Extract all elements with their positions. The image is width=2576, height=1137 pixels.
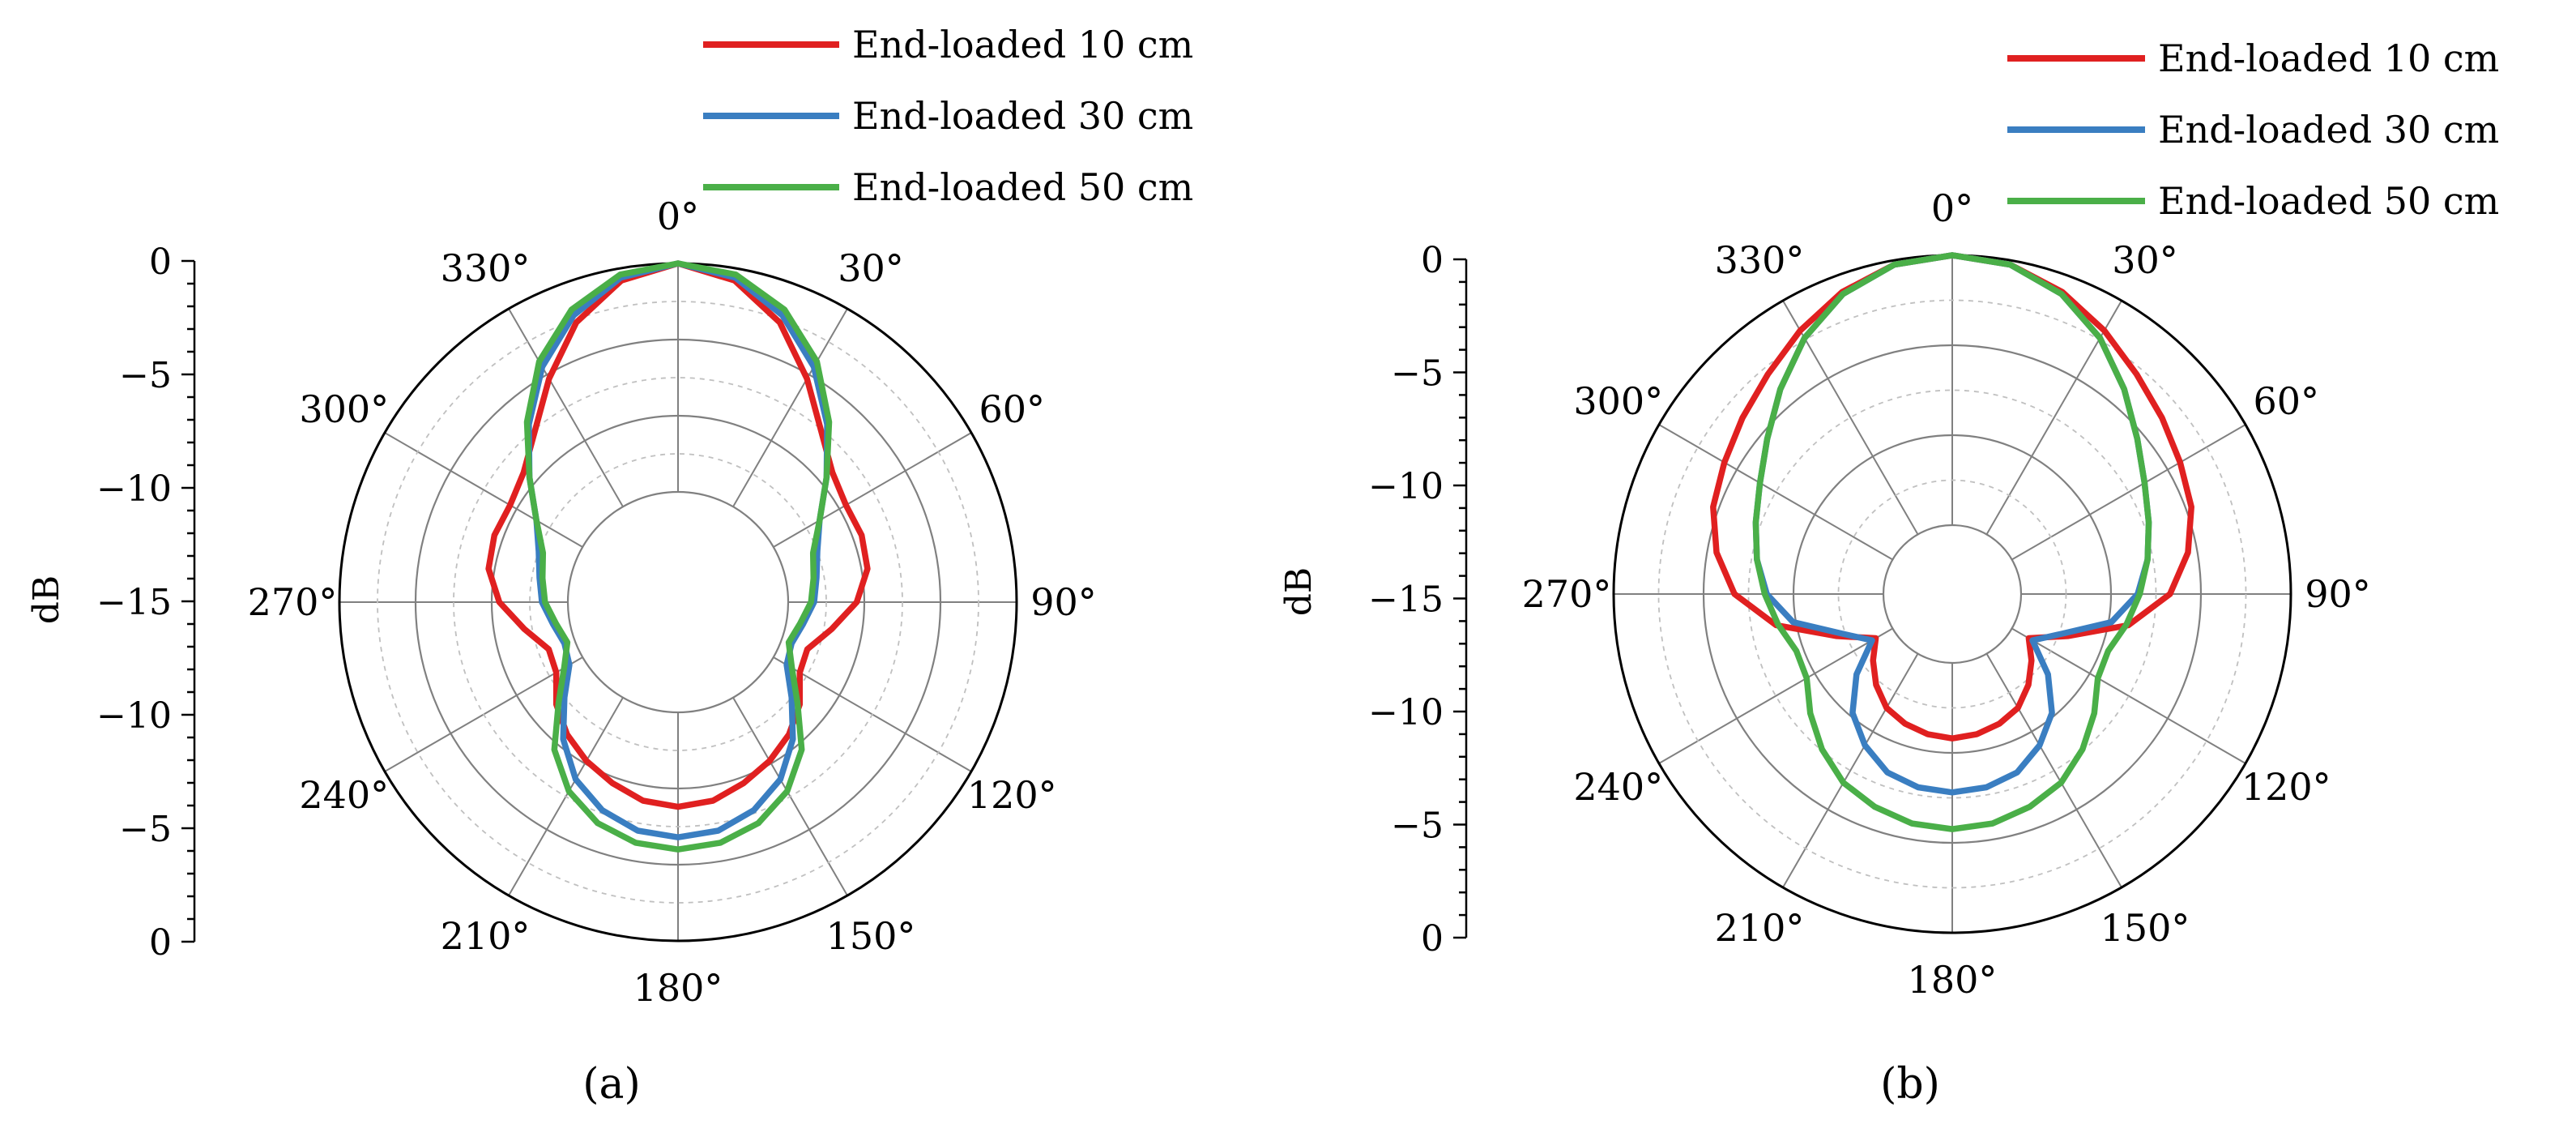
- radial-axis-b: 0 −5 −10 −15 −10 −5 0: [1368, 240, 1468, 960]
- radial-tick-label: 0: [149, 922, 172, 964]
- angle-tick-label: 30°: [838, 246, 904, 290]
- angle-tick-label: 120°: [967, 773, 1057, 817]
- grid-ring: [529, 453, 827, 751]
- angle-tick-label: 270°: [1522, 572, 1612, 616]
- angle-tick-label: 30°: [2112, 238, 2178, 282]
- polar-series-a: [485, 260, 871, 853]
- series-line: [1710, 252, 2194, 742]
- grid-ring: [377, 301, 979, 904]
- radial-tick-label: −10: [96, 468, 172, 510]
- radial-axis-label-b: dB: [1278, 567, 1320, 617]
- polar-chart-a: 0° 30° 60° 90° 120° 150° 180° 210° 240° 270° 300° 3…: [26, 23, 1193, 1109]
- angle-tick-label: 180°: [633, 966, 723, 1010]
- angle-tick-label: 240°: [1573, 765, 1663, 809]
- grid-ring: [1747, 389, 2157, 799]
- legend-label: End-loaded 30 cm: [2158, 108, 2499, 152]
- polar-grid-a: [338, 262, 1018, 943]
- radial-tick-label: 0: [1421, 240, 1444, 281]
- grid-spoke: [384, 432, 583, 548]
- angle-tick-label: 240°: [299, 773, 389, 817]
- radial-axis-a: 0 −5 −10 −15 −10 −5 0: [96, 242, 196, 964]
- series-line: [1752, 252, 2152, 832]
- grid-spoke: [773, 432, 972, 548]
- panel-label-b: (b): [1880, 1060, 1940, 1109]
- grid-ring: [1837, 479, 2067, 709]
- grid-ring: [414, 338, 942, 866]
- radial-tick-label: −10: [1368, 692, 1444, 733]
- angle-tick-label: 90°: [1030, 580, 1097, 624]
- panel-label-a: (a): [582, 1060, 641, 1109]
- radial-tick-label: −10: [1368, 466, 1444, 507]
- angle-tick-label: 150°: [2100, 906, 2190, 950]
- radial-tick-label: −10: [96, 695, 172, 737]
- angle-tick-label: 90°: [2305, 572, 2371, 616]
- angle-tick-label: 150°: [826, 914, 916, 958]
- angle-tick-label: 60°: [2253, 379, 2319, 423]
- angle-tick-label: 210°: [1715, 906, 1805, 950]
- angle-tick-label: 60°: [979, 387, 1045, 431]
- inner-ring: [1882, 524, 2023, 665]
- radial-tick-label: 0: [149, 242, 172, 283]
- grid-spoke: [1782, 653, 1919, 888]
- angle-tick-labels-b: 0° 30° 60° 90° 120° 150° 180° 210° 240° 270° 300° 3…: [1522, 186, 2371, 1002]
- radial-tick-label: −15: [1368, 579, 1444, 621]
- grid-ring: [1657, 299, 2247, 889]
- radial-axis-label-a: dB: [26, 575, 67, 625]
- legend-label: End-loaded 30 cm: [852, 94, 1193, 138]
- polar-chart-b: 0° 30° 60° 90° 120° 150° 180° 210° 240° 270° 300° 3…: [1278, 36, 2499, 1109]
- angle-tick-label: 270°: [248, 580, 338, 624]
- series-line: [523, 260, 833, 853]
- legend-label: End-loaded 10 cm: [852, 23, 1193, 66]
- angle-tick-label: 120°: [2241, 765, 2331, 809]
- legend-label: End-loaded 50 cm: [2158, 179, 2499, 223]
- inner-ring: [566, 490, 790, 714]
- grid-spoke: [1658, 627, 1893, 764]
- radial-tick-label: −5: [1391, 353, 1444, 395]
- series-line: [485, 260, 871, 810]
- angle-tick-labels-a: 0° 30° 60° 90° 120° 150° 180° 210° 240° 270° 300° 3…: [248, 194, 1097, 1010]
- angle-tick-label: 330°: [1715, 238, 1805, 282]
- angle-tick-label: 210°: [441, 914, 531, 958]
- radial-tick-label: 0: [1421, 918, 1444, 960]
- angle-tick-label: 0°: [657, 194, 699, 238]
- grid-ring: [1702, 344, 2203, 844]
- grid-spoke: [1985, 653, 2122, 888]
- legend-label: End-loaded 10 cm: [2158, 36, 2499, 80]
- grid-spoke: [732, 308, 848, 507]
- grid-ring: [490, 414, 866, 790]
- legend-b: End-loaded 10 cm End-loaded 30 cm End-load…: [2007, 36, 2499, 223]
- angle-tick-label: 330°: [441, 246, 531, 290]
- legend-a: End-loaded 10 cm End-loaded 30 cm End-load…: [703, 23, 1193, 209]
- radial-tick-label: −15: [96, 582, 172, 623]
- grid-spoke: [1658, 424, 1893, 561]
- grid-ring: [1792, 434, 2113, 754]
- polar-series-b: [1710, 252, 2194, 832]
- grid-spoke: [2011, 424, 2246, 561]
- legend-label: End-loaded 50 cm: [852, 165, 1193, 209]
- radial-tick-label: −5: [1391, 806, 1444, 847]
- angle-tick-label: 180°: [1908, 958, 1998, 1002]
- radial-tick-label: −5: [119, 355, 172, 396]
- grid-spoke: [2011, 627, 2246, 764]
- angle-tick-label: 0°: [1931, 186, 1973, 230]
- angle-tick-label: 300°: [1573, 379, 1663, 423]
- grid-ring: [453, 377, 903, 827]
- angle-tick-label: 300°: [299, 387, 389, 431]
- radial-tick-label: −5: [119, 809, 172, 850]
